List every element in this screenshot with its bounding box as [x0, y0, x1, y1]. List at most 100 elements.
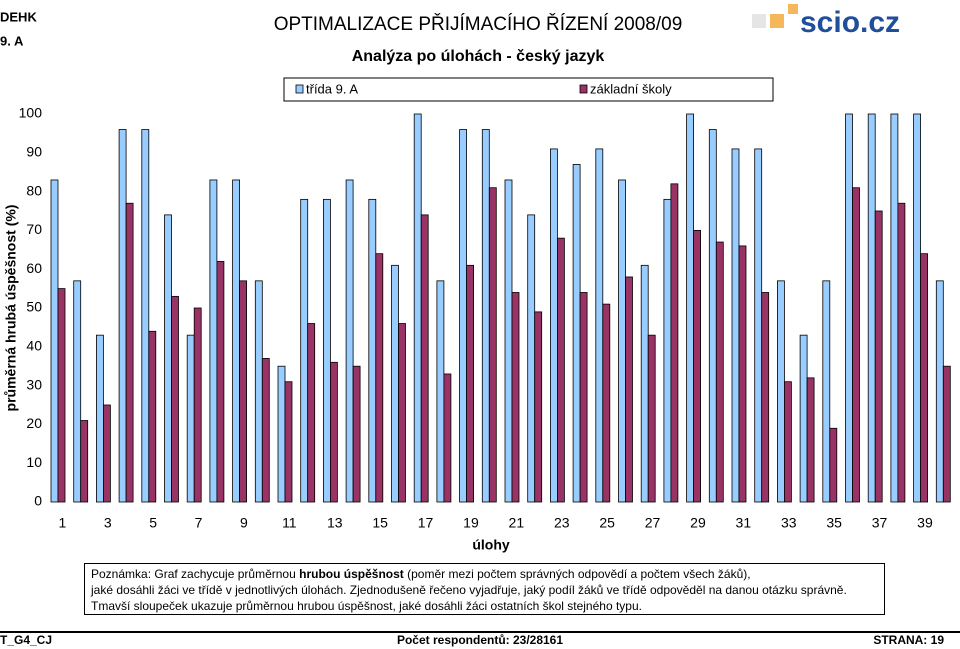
subtitle: Analýza po úlohách - český jazyk [352, 48, 605, 65]
legend-box [283, 77, 774, 102]
x-tick-label: 19 [463, 515, 479, 531]
bar [481, 129, 490, 503]
y-tick-label: 40 [26, 338, 42, 354]
x-tick-label: 1 [58, 515, 66, 531]
legend-label: třída 9. A [306, 81, 358, 96]
bar [209, 179, 218, 503]
bar [375, 253, 384, 503]
x-tick-label: 17 [418, 515, 434, 531]
bar [761, 292, 770, 503]
bar [731, 148, 740, 503]
bar [443, 373, 452, 503]
bar [557, 237, 565, 503]
bar [670, 183, 679, 503]
logo: scio.cz [752, 4, 900, 39]
bar [625, 276, 633, 503]
bar [186, 334, 195, 503]
bar [239, 280, 248, 503]
title: OPTIMALIZACE PŘIJÍMACÍHO ŘÍZENÍ 2008/09 [274, 13, 683, 35]
bar [73, 280, 82, 503]
bar [391, 264, 399, 503]
logo-text: scio.cz [800, 6, 900, 39]
bar [534, 311, 543, 503]
bar [141, 129, 150, 503]
x-tick-label: 15 [372, 515, 388, 531]
bar [345, 179, 354, 503]
y-tick-label: 10 [26, 454, 42, 470]
bar [572, 164, 581, 503]
class-name: 9. A [0, 33, 24, 48]
x-tick-label: 31 [736, 515, 752, 531]
x-tick-label: 9 [240, 515, 248, 531]
bar [935, 280, 944, 503]
note-text: (poměr mezi počtem správných odpovědí a … [403, 567, 751, 581]
footer-page: STRANA: 19 [873, 633, 944, 647]
bar [193, 307, 202, 503]
bar [232, 179, 241, 503]
bar [96, 334, 104, 503]
x-tick-label: 25 [599, 515, 615, 531]
y-tick-label: 80 [26, 182, 42, 198]
bar [867, 113, 876, 503]
x-tick-label: 27 [645, 515, 661, 531]
bar [413, 113, 422, 503]
bar [511, 292, 520, 503]
bar [57, 288, 66, 503]
x-axis-label: úlohy [472, 537, 510, 553]
x-tick-label: 29 [690, 515, 706, 531]
bar [284, 381, 293, 503]
y-tick-label: 20 [26, 415, 42, 431]
bar [942, 365, 951, 503]
bar [852, 187, 860, 503]
bar [715, 241, 724, 503]
y-tick-label: 30 [26, 376, 42, 392]
bar [504, 179, 513, 503]
bar [738, 245, 747, 503]
bar [829, 427, 838, 503]
y-tick-label: 0 [34, 493, 42, 509]
bar [216, 261, 225, 503]
bar [806, 377, 815, 503]
bar [368, 198, 377, 503]
note: Poznámka: Graf zachycuje průměrnou hrubo… [84, 563, 885, 615]
note-text: Tmavší sloupeček ukazuje průměrnou hrubo… [91, 599, 642, 613]
x-tick-label: 3 [104, 515, 112, 531]
bar [398, 323, 406, 503]
bar [261, 358, 270, 503]
bar [300, 198, 309, 503]
bar [164, 214, 172, 503]
note-text: jaké dosáhli žáci ve třídě v jednotlivýc… [91, 583, 847, 597]
bar [708, 129, 717, 503]
bar [254, 280, 263, 503]
y-tick-label: 50 [26, 299, 42, 315]
legend-label: základní školy [590, 81, 672, 96]
bar [845, 113, 853, 503]
bar [459, 129, 468, 503]
y-axis-label: průměrná hrubá úspěšnost (%) [3, 205, 19, 412]
note-bold: hrubou úspěšnost [299, 567, 404, 581]
bar [322, 198, 331, 503]
logo-square [788, 4, 798, 14]
bar [527, 214, 536, 503]
x-tick-label: 13 [327, 515, 343, 531]
y-tick-label: 90 [26, 144, 42, 160]
bar [125, 202, 134, 503]
bar [890, 113, 899, 503]
x-tick-label: 23 [554, 515, 570, 531]
bar [754, 148, 763, 503]
bar [913, 113, 921, 503]
logo-square [770, 14, 784, 28]
footer-code: T_G4_CJ [0, 633, 52, 647]
bar [799, 334, 808, 503]
x-tick-label: 11 [282, 515, 297, 531]
bar [352, 365, 361, 503]
bar [686, 113, 694, 503]
bar [307, 323, 316, 503]
y-tick-label: 60 [26, 260, 42, 276]
bar [550, 148, 558, 503]
x-tick-label: 5 [149, 515, 157, 531]
bar [663, 198, 672, 503]
note-text: Poznámka: Graf zachycuje průměrnou [91, 567, 300, 581]
bar [466, 264, 475, 503]
